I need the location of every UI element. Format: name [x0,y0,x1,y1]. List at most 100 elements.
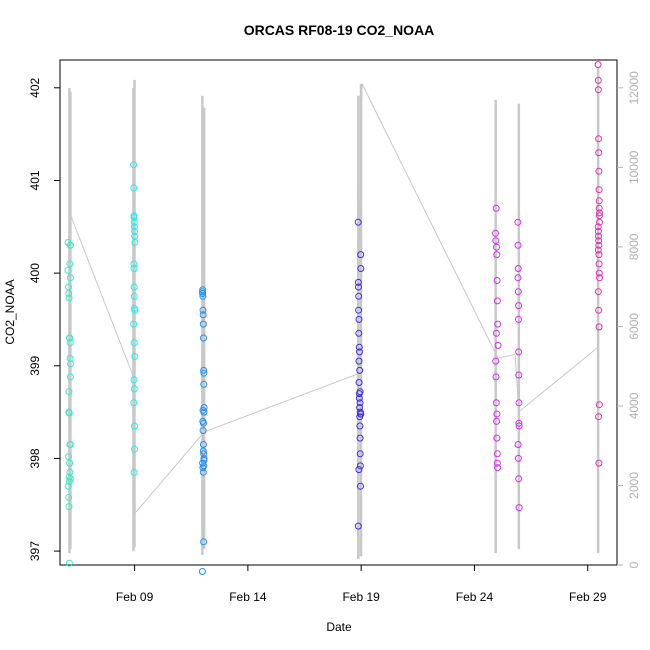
data-point [514,441,522,448]
data-point [66,260,74,268]
data-point [595,186,603,194]
data-point [594,246,602,254]
data-point [595,204,603,212]
data-point [131,306,139,314]
data-point [198,568,206,575]
data-point [65,388,73,396]
data-point [65,473,73,481]
data-point [596,209,603,217]
data-point [594,227,602,235]
data-point [492,329,500,337]
data-point [130,260,138,268]
data-point [67,360,74,368]
x-tick-label: Feb 14 [229,590,267,604]
data-point [514,288,522,296]
data-point [200,380,208,388]
data-point [200,334,207,342]
data-point [354,218,362,226]
data-point [594,223,602,231]
data-point [515,419,523,427]
data-point [355,394,363,402]
data-point [199,427,207,435]
y-axis-label: CO2_NOAA [3,279,17,344]
data-point [515,371,523,379]
data-point [357,410,365,418]
data-point [492,399,500,407]
data-point [494,341,502,349]
data-point [595,237,603,245]
data-point [130,292,138,300]
data-point [66,373,74,381]
data-point [493,243,500,251]
data-point [493,277,501,284]
data-point [493,410,501,418]
y-tick-label: 399 [28,355,42,375]
data-point [493,434,501,442]
y-tick-label: 400 [28,263,42,283]
data-point [64,266,72,274]
data-point [355,379,363,386]
data-point [514,454,522,462]
data-point [595,260,603,268]
x-tick-label: Feb 24 [456,590,494,604]
data-point [200,369,208,377]
data-point [596,274,603,282]
data-point [493,251,501,259]
data-point [130,320,138,328]
data-point [515,348,523,356]
data-point [130,339,138,347]
data-point [66,339,74,347]
data-point [595,197,603,205]
data-point [131,227,139,235]
data-point [515,315,522,323]
data-point [200,538,208,546]
altitude-layer [68,67,600,560]
data-point [356,399,364,407]
data-point [355,306,363,314]
data-point [356,422,364,430]
data-point [65,493,73,501]
data-point [355,343,363,351]
data-point [66,475,74,483]
data-point [514,265,522,272]
axes-layer: 397 398 399 400 401 402 0 2000 4000 6000 8000 10000… [28,71,641,604]
data-point [355,283,362,291]
data-point [357,251,365,259]
data-point [356,366,364,374]
data-point [492,237,500,245]
data-point [66,459,74,467]
data-point [131,445,139,453]
data-point [595,135,603,143]
y-tick-label: 402 [28,77,42,97]
x-tick-label: Feb 29 [569,590,607,604]
y2-tick-label: 10000 [627,150,641,184]
data-point [130,265,138,272]
data-point [130,223,138,231]
data-point [66,334,74,342]
data-point [595,459,603,467]
data-point [130,283,138,291]
data-point [199,311,207,319]
data-point [131,239,139,246]
data-point [493,297,501,305]
data-point [65,503,73,511]
data-point [493,417,501,425]
y2-tick-label: 12000 [627,71,641,105]
data-point [595,149,603,157]
data-point [594,76,602,84]
data-point [514,218,522,226]
data-point [130,385,138,393]
data-point [357,482,364,490]
data-point [493,459,501,467]
data-point [66,468,74,476]
data-point [65,478,73,486]
data-point [594,86,602,94]
data-point [356,462,364,470]
data-point [514,274,522,282]
data-point [199,292,207,300]
data-point [355,292,363,300]
data-point [356,434,364,442]
data-point [65,453,72,461]
data-point [130,214,138,221]
